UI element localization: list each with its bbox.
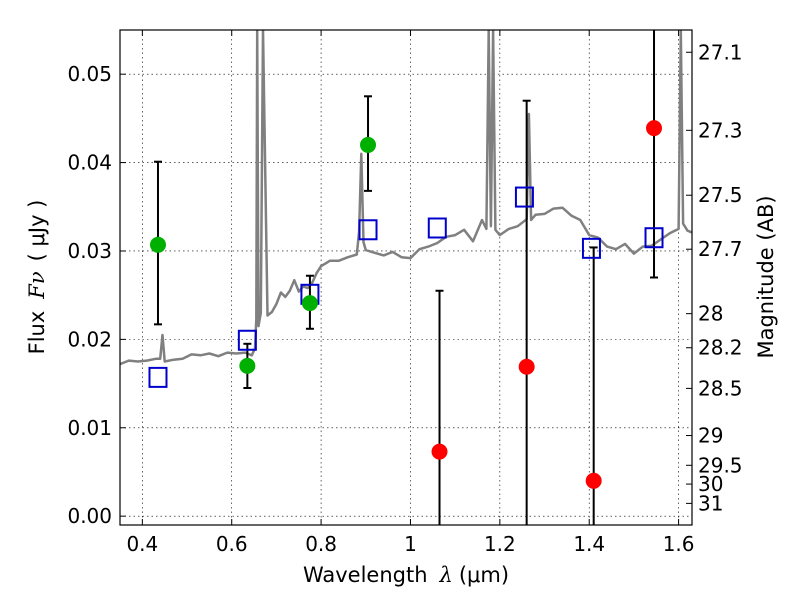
y-tick-label: 0.01 <box>67 416 112 440</box>
model-photometry-square <box>427 217 447 239</box>
y-axis-label-text: Flux <box>25 311 49 355</box>
magnitude-tick-label: 28.5 <box>698 376 743 400</box>
observed-flux-point <box>149 236 166 253</box>
magnitude-tick-label: 28 <box>698 302 723 326</box>
magnitude-tick-label: 29 <box>698 424 723 448</box>
x-axis-label: Wavelength λ (μm) <box>303 563 509 587</box>
magnitude-tick-label: 27.3 <box>698 118 743 142</box>
y-axis-label-unit: ( μJy ) <box>25 200 49 262</box>
plot-background <box>120 30 692 525</box>
model-photometry-square <box>581 237 601 259</box>
model-spectrum-line <box>120 30 692 366</box>
magnitude-tick-label: 30 <box>698 472 723 496</box>
magnitude-tick-label: 27.5 <box>698 183 743 207</box>
x-tick-label: 0.4 <box>126 532 158 556</box>
grid-lines <box>120 30 692 525</box>
y-tick-label: 0.04 <box>67 151 112 175</box>
x-tick-label: 0.8 <box>305 532 337 556</box>
y-axis-ticks: 0.00 0.01 0.02 0.03 0.04 0.05 <box>67 62 126 528</box>
x-tick-label: 0.6 <box>216 532 248 556</box>
x-axis-label-symbol: λ <box>439 563 453 587</box>
magnitude-tick-label: 31 <box>698 491 723 515</box>
observed-flux-point <box>646 120 663 137</box>
observed-flux-point <box>431 443 448 460</box>
magnitude-tick-label: 28.2 <box>698 336 743 360</box>
observed-flux-point <box>360 136 377 153</box>
observed-flux-point <box>518 358 535 375</box>
plot-contents <box>120 30 692 525</box>
x-tick-label: 1.6 <box>663 532 695 556</box>
x-tick-label: 1.4 <box>573 532 605 556</box>
model-photometry-square <box>358 219 378 241</box>
model-photometry-square <box>237 329 257 351</box>
x-axis-label-text: Wavelength <box>303 563 428 587</box>
magnitude-axis-label: Magnitude (AB) <box>754 195 778 358</box>
observed-flux-point <box>585 472 602 489</box>
y-tick-label: 0.00 <box>67 504 112 528</box>
model-photometry-square <box>514 186 534 208</box>
plot-frame <box>119 29 693 526</box>
x-axis-ticks: 0.4 0.6 0.8 1 1.2 1.4 1.6 <box>126 30 695 556</box>
model-photometry-square <box>644 227 664 249</box>
model-photometry-square <box>148 366 168 388</box>
x-tick-label: 1 <box>404 532 417 556</box>
magnitude-tick-label: 27.7 <box>698 237 743 261</box>
y-tick-label: 0.03 <box>67 239 112 263</box>
x-axis-label-unit: (μm) <box>459 563 509 587</box>
observed-flux-point <box>239 357 256 374</box>
magnitude-tick-label: 29.5 <box>698 453 743 477</box>
observed-flux-point <box>301 295 318 312</box>
y-tick-label: 0.02 <box>67 327 112 351</box>
plot-area <box>120 30 692 525</box>
y-axis-label: Flux Fν ( μJy ) <box>25 200 49 355</box>
y-tick-label: 0.05 <box>67 62 112 86</box>
y-axis-label-symbol: Fν <box>25 271 49 300</box>
x-tick-label: 1.2 <box>484 532 516 556</box>
magnitude-tick-label: 27.1 <box>698 40 743 64</box>
